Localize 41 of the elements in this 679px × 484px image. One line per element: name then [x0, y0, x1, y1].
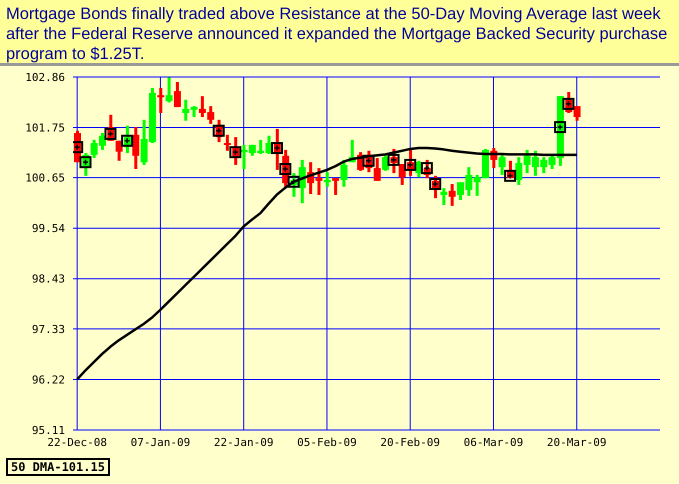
- y-tick-label: 102.86: [25, 70, 65, 84]
- y-tick-label: 97.33: [32, 322, 65, 336]
- candlestick: [224, 134, 231, 151]
- point: [429, 178, 442, 190]
- line-series: [76, 146, 578, 381]
- x-tick-label: 22-Dec-08: [47, 436, 107, 449]
- y-tick-label: 98.43: [32, 272, 65, 286]
- text: 50 DMA-101.15: [6, 458, 110, 476]
- candlestick: [157, 88, 164, 113]
- y-tick-label: 101.75: [25, 121, 65, 134]
- candlestick: [166, 77, 173, 103]
- point: [554, 121, 566, 134]
- point: [388, 154, 400, 166]
- point: [362, 154, 375, 167]
- y-tick-label: 100.65: [25, 172, 65, 185]
- x-tick-label: 22-Jan-09: [214, 436, 274, 449]
- point: [404, 158, 416, 171]
- point: [562, 98, 574, 110]
- point: [288, 176, 300, 188]
- y-tick-label: 96.22: [32, 373, 65, 386]
- candlestick: [448, 184, 456, 206]
- candlestick: [374, 158, 381, 181]
- x-tick-label: 20-Mar-09: [546, 436, 607, 449]
- point: [279, 163, 292, 176]
- x-tick-label: 05-Feb-09: [297, 436, 357, 449]
- candlestick: [440, 188, 448, 205]
- y-tick-label: 95.11: [32, 424, 65, 437]
- point: [79, 156, 92, 168]
- point: [420, 162, 433, 174]
- candlestick: [174, 82, 181, 108]
- candlestick: [498, 154, 506, 175]
- candlestick: [332, 178, 340, 195]
- chart-title: Mortgage Bonds finally traded above Resistance at the 50-Day Moving Average last week after the Federal Reserve announced it expanded the Mortgage Backed Security purchase program to $1.25T.: [0, 0, 679, 66]
- x-tick-label: 07-Jan-09: [130, 436, 190, 449]
- point: [104, 128, 116, 140]
- x-tick-label: 06-Mar-09: [464, 436, 524, 449]
- candlestick: [340, 160, 348, 187]
- y-tick-label: 99.54: [32, 222, 66, 236]
- point: [504, 170, 516, 182]
- candlestick: [132, 127, 140, 170]
- x-tick-label: 20-Feb-09: [380, 436, 440, 449]
